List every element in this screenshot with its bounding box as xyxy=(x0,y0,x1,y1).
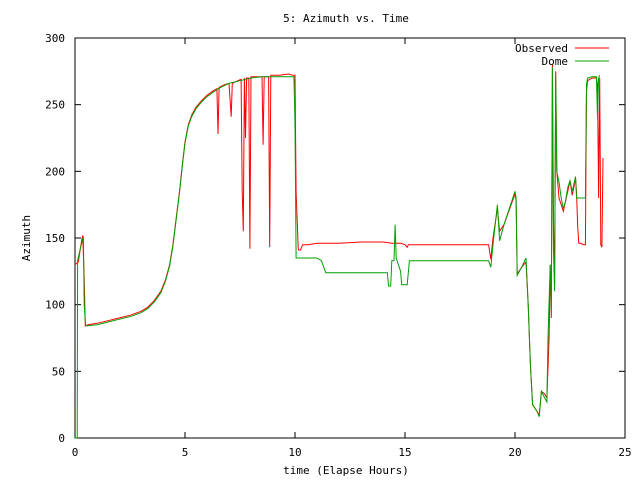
legend-label-observed: Observed xyxy=(515,42,568,55)
x-tick-label: 15 xyxy=(398,446,411,459)
x-tick-label: 0 xyxy=(72,446,79,459)
series-lines xyxy=(74,64,604,439)
x-tick-label: 20 xyxy=(508,446,521,459)
y-tick-label: 150 xyxy=(45,232,65,245)
legend-label-dome: Dome xyxy=(542,55,569,68)
x-tick-label: 10 xyxy=(288,446,301,459)
series-line-observed xyxy=(74,64,604,417)
y-tick-label: 250 xyxy=(45,99,65,112)
y-tick-label: 300 xyxy=(45,32,65,45)
x-tick-label: 25 xyxy=(618,446,631,459)
y-axis-label: Azimuth xyxy=(20,215,33,261)
y-tick-label: 100 xyxy=(45,299,65,312)
x-axis-label: time (Elapse Hours) xyxy=(283,464,409,477)
series-line-dome xyxy=(75,67,601,439)
y-tick-label: 50 xyxy=(52,365,65,378)
plot-frame xyxy=(74,37,626,439)
chart-title: 5: Azimuth vs. Time xyxy=(283,12,409,25)
y-tick-label: 200 xyxy=(45,165,65,178)
y-tick-label: 0 xyxy=(58,432,65,445)
x-tick-label: 5 xyxy=(182,446,189,459)
